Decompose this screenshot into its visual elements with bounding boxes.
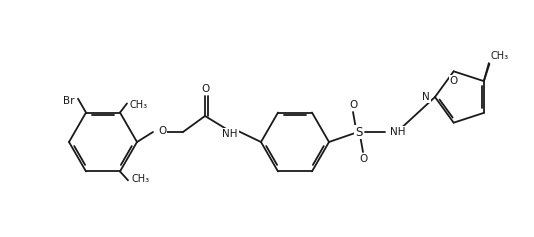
Text: O: O <box>349 100 357 110</box>
Text: CH₃: CH₃ <box>491 51 509 61</box>
Text: NH: NH <box>390 127 405 137</box>
Text: O: O <box>450 76 458 86</box>
Text: NH: NH <box>222 129 238 139</box>
Text: CH₃: CH₃ <box>130 100 148 110</box>
Text: O: O <box>360 154 368 164</box>
Text: O: O <box>158 126 166 136</box>
Text: Br: Br <box>64 96 75 106</box>
Text: CH₃: CH₃ <box>131 174 149 184</box>
Text: N: N <box>422 92 430 102</box>
Text: S: S <box>355 126 363 138</box>
Text: O: O <box>202 84 210 94</box>
